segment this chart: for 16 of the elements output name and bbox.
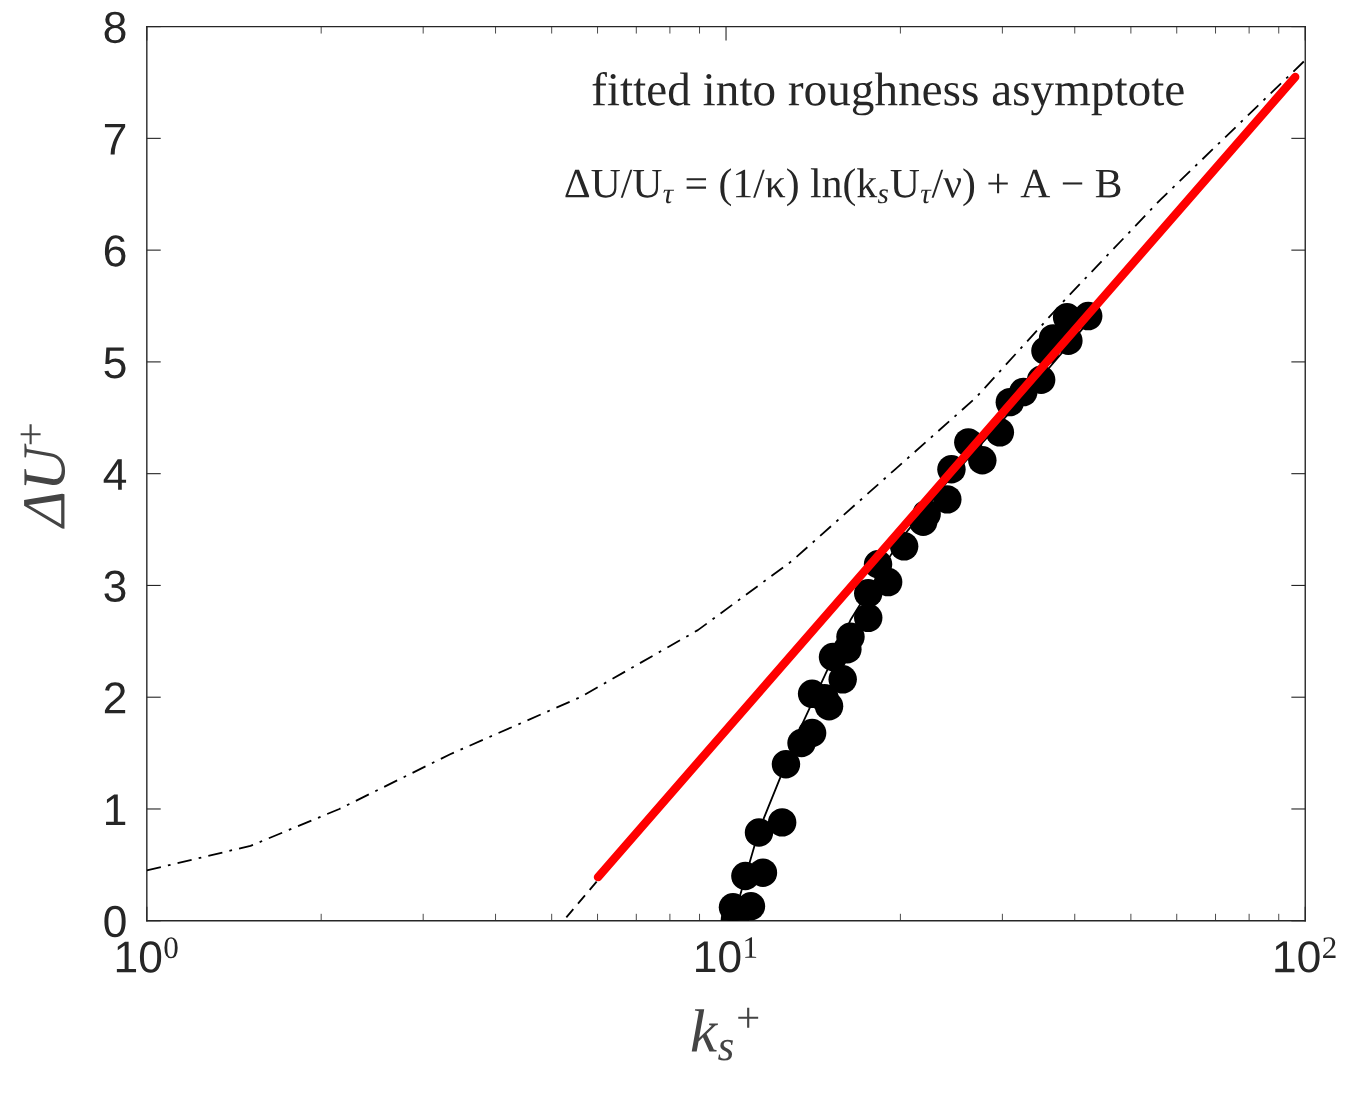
x-axis-title: k$_{s}$$^{+}$ [691, 1007, 759, 1061]
y-tick-label: 6 [104, 235, 126, 267]
y-tick-label: 2 [104, 682, 126, 714]
y-tick-label: 7 [104, 123, 126, 155]
y-tick-label: 1 [106, 794, 126, 826]
y-tick-label: 4 [103, 459, 127, 490]
x-tick-label: 10$^{0}$ [116, 937, 178, 973]
y-tick-label: 0 [104, 905, 126, 938]
annotation: ΔU/U$_{τ}$ = (1/κ) ln(k$_{s}$U$_{τ}$/ν) + A − B [565, 168, 1121, 207]
y-tick-label: 3 [104, 570, 126, 602]
y-tick-label: 8 [104, 11, 126, 44]
x-tick-label: 10$^{2}$ [1275, 937, 1336, 973]
annotation: fitted into roughness asymptote [592, 71, 1184, 116]
x-tick-label: 10$^{1}$ [696, 937, 757, 973]
y-tick-label: 5 [104, 347, 126, 379]
y-axis-title: ΔU$^{+}$ [20, 424, 66, 529]
